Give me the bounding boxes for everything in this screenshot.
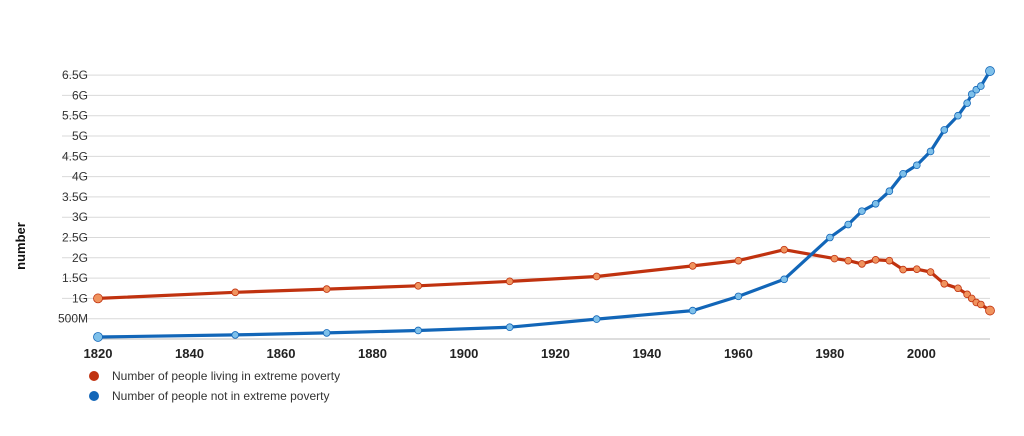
data-point[interactable] — [926, 268, 935, 276]
x-tick-label: 1940 — [632, 346, 661, 361]
data-point[interactable] — [505, 277, 514, 286]
y-tick-label: 1G — [72, 291, 88, 305]
data-point[interactable] — [871, 200, 880, 208]
data-point[interactable] — [688, 306, 697, 315]
data-point[interactable] — [231, 288, 240, 297]
data-point[interactable] — [899, 265, 907, 274]
x-tick-label: 1900 — [449, 346, 478, 361]
y-tick-label: 4.5G — [62, 149, 88, 163]
y-tick-label: 5G — [72, 129, 88, 143]
data-point[interactable] — [985, 305, 995, 316]
data-point[interactable] — [913, 161, 921, 170]
y-tick-label: 6G — [72, 88, 88, 102]
data-point[interactable] — [977, 300, 985, 309]
data-point[interactable] — [871, 256, 880, 264]
data-point[interactable] — [985, 66, 995, 76]
data-point[interactable] — [977, 82, 985, 90]
gridlines — [62, 74, 990, 320]
legend-item[interactable]: Number of people living in extreme pover… — [89, 369, 340, 383]
data-point[interactable] — [844, 220, 852, 229]
legend: Number of people living in extreme pover… — [89, 369, 340, 403]
data-point[interactable] — [940, 126, 949, 134]
legend-label: Number of people not in extreme poverty — [112, 389, 329, 403]
data-point[interactable] — [954, 284, 962, 293]
y-tick-label: 2G — [72, 251, 88, 265]
data-point[interactable] — [963, 99, 971, 107]
x-tick-label: 1960 — [724, 346, 753, 361]
data-point[interactable] — [885, 256, 894, 265]
y-tick-label: 2.5G — [62, 231, 88, 245]
data-point[interactable] — [858, 260, 866, 268]
data-point[interactable] — [231, 331, 240, 339]
legend-item[interactable]: Number of people not in extreme poverty — [89, 389, 329, 403]
data-point[interactable] — [414, 326, 423, 335]
y-tick-label: 3G — [72, 210, 88, 224]
data-point[interactable] — [826, 233, 834, 242]
series — [93, 66, 995, 342]
data-point[interactable] — [913, 265, 921, 273]
data-point[interactable] — [322, 285, 331, 293]
x-axis-ticks: 1820 1840 1860 1880 1900 1920 1940 1960 1980 2000 — [84, 346, 936, 361]
data-point[interactable] — [940, 279, 949, 288]
data-point[interactable] — [830, 254, 839, 263]
x-tick-label: 2000 — [907, 346, 936, 361]
data-point[interactable] — [734, 292, 743, 301]
data-point[interactable] — [844, 256, 852, 265]
data-point[interactable] — [885, 187, 894, 196]
data-point[interactable] — [592, 315, 601, 323]
data-point[interactable] — [954, 111, 962, 120]
x-tick-label: 1820 — [84, 346, 113, 361]
x-tick-label: 1860 — [267, 346, 296, 361]
y-tick-label: 5.5G — [62, 109, 88, 123]
data-point[interactable] — [967, 90, 976, 98]
legend-label: Number of people living in extreme pover… — [112, 369, 340, 383]
y-tick-label: 3.5G — [62, 190, 88, 204]
data-point[interactable] — [899, 169, 907, 178]
y-tick-label: 1.5G — [62, 271, 88, 285]
data-point[interactable] — [780, 245, 788, 254]
series-1 — [93, 245, 995, 316]
legend-marker — [89, 371, 99, 381]
y-tick-label: 4G — [72, 170, 88, 184]
x-tick-label: 1920 — [541, 346, 570, 361]
data-point[interactable] — [322, 329, 331, 337]
series-line — [96, 69, 992, 339]
series-line — [96, 248, 992, 313]
data-point[interactable] — [93, 293, 103, 304]
y-axis-label: number — [13, 222, 28, 270]
x-tick-label: 1840 — [175, 346, 204, 361]
legend-marker — [89, 391, 99, 401]
data-point[interactable] — [780, 275, 788, 284]
x-tick-label: 1980 — [815, 346, 844, 361]
data-point[interactable] — [505, 323, 514, 332]
y-tick-label: 500M — [58, 312, 88, 326]
data-point[interactable] — [858, 207, 866, 215]
data-point[interactable] — [926, 147, 935, 156]
y-tick-label: 6.5G — [62, 68, 88, 82]
data-point[interactable] — [414, 282, 423, 290]
data-point[interactable] — [592, 272, 601, 281]
x-tick-label: 1880 — [358, 346, 387, 361]
data-point[interactable] — [93, 332, 103, 342]
data-point[interactable] — [688, 262, 697, 270]
y-axis-ticks: 500M 1G 1.5G 2G 2.5G 3G 3.5G 4G 4.5G 5G 5.5G 6G 6.5G — [58, 68, 88, 326]
data-point[interactable] — [734, 256, 743, 265]
series-2 — [93, 66, 995, 342]
